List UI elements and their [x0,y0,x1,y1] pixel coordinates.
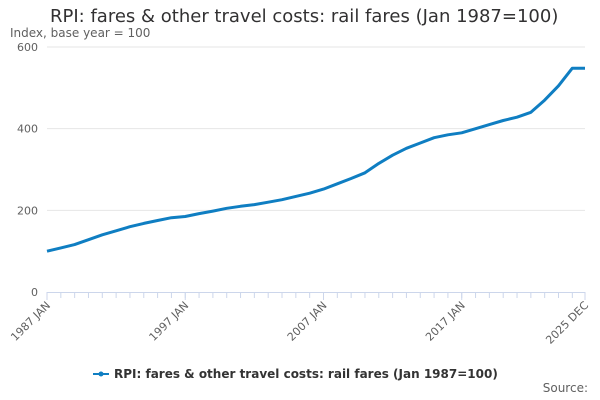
legend-marker-icon [98,371,104,377]
x-axis-ticks: 1987 JAN 1997 JAN 2007 JAN 2017 JAN 2025 DEC [8,292,591,347]
y-tick-label: 400 [17,123,38,136]
x-tick-label: 2017 JAN [423,299,468,344]
y-tick-label: 600 [17,41,38,54]
x-tick-label: 2007 JAN [285,299,330,344]
source-label: Source: [542,381,588,395]
x-tick-label: 1987 JAN [8,299,53,344]
y-axis-subtitle: Index, base year = 100 [10,26,151,40]
gridlines [47,46,585,211]
y-tick-label: 0 [31,286,38,299]
y-tick-label: 200 [17,204,38,217]
chart-title: RPI: fares & other travel costs: rail fa… [50,6,559,27]
x-tick-label: 1997 JAN [147,299,192,344]
legend[interactable]: RPI: fares & other travel costs: rail fa… [93,367,498,381]
series-line[interactable] [46,66,585,253]
x-tick-label: 2025 DEC [543,299,591,347]
legend-label: RPI: fares & other travel costs: rail fa… [114,367,498,381]
y-axis-ticks: 0 200 400 600 [17,41,38,299]
